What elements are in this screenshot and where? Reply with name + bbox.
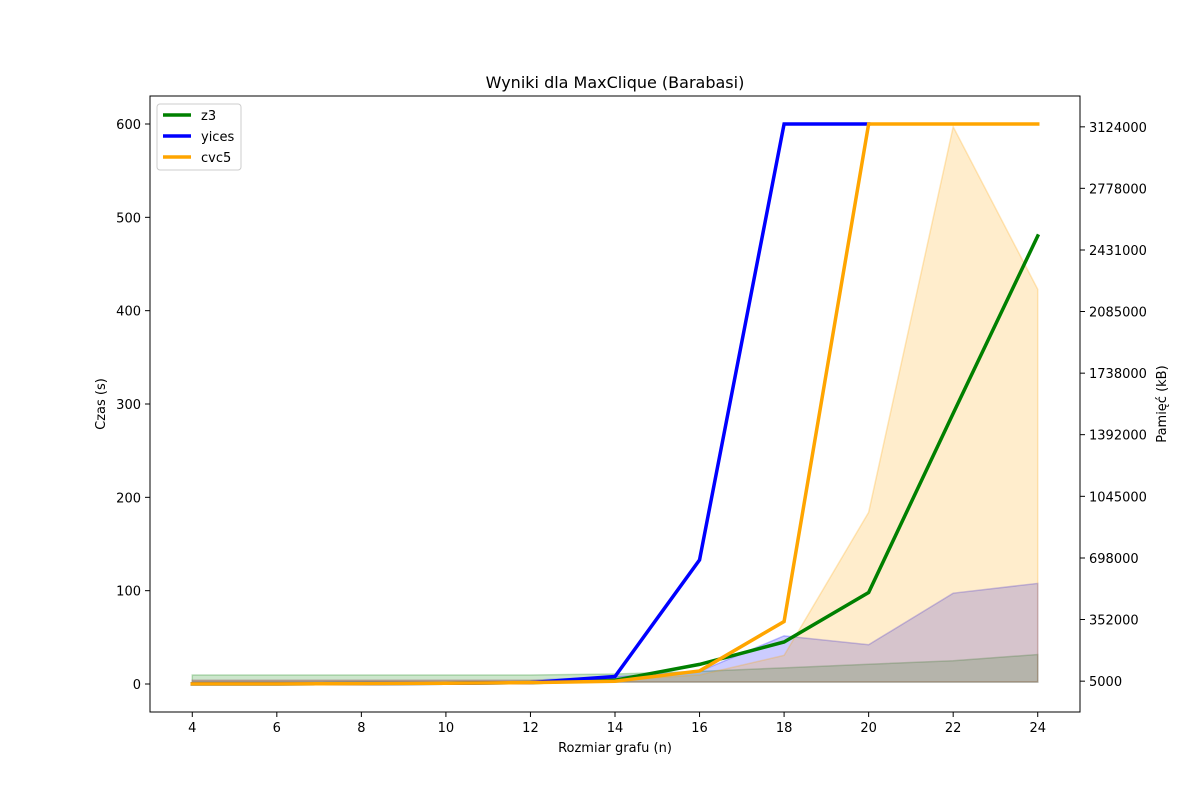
legend-label-z3: z3 [201, 109, 216, 124]
x-tick-label: 8 [357, 721, 365, 736]
chart-title: Wyniki dla MaxClique (Barabasi) [486, 73, 745, 92]
y-axis-right-label: Pamięć (kB) [1155, 365, 1170, 442]
y2-tick-label: 1045000 [1089, 490, 1147, 505]
y2-tick-label: 3124000 [1089, 121, 1147, 136]
y2-tick-label: 1738000 [1089, 367, 1147, 382]
y-axis-right-ticks: 5000 352000 698000 1045000 1392000 1738000 208… [1080, 121, 1147, 690]
y-tick-label: 100 [116, 585, 141, 600]
y2-tick-label: 2085000 [1089, 305, 1147, 320]
y-axis-left-ticks: 0 100 200 300 400 500 600 [116, 118, 150, 693]
memory-fill-cvc5 [191, 124, 1039, 683]
y2-tick-label: 698000 [1089, 552, 1139, 567]
series-line-yices [190, 122, 871, 686]
y2-tick-label: 2778000 [1089, 182, 1147, 197]
x-axis-label: Rozmiar grafu (n) [558, 741, 672, 756]
x-tick-label: 10 [438, 721, 455, 736]
y-tick-label: 500 [116, 211, 141, 226]
y2-tick-label: 5000 [1089, 675, 1122, 690]
y-axis-left-label: Czas (s) [94, 378, 109, 430]
x-tick-label: 16 [691, 721, 708, 736]
x-tick-label: 12 [522, 721, 539, 736]
legend-label-cvc5: cvc5 [201, 151, 231, 166]
y2-tick-label: 352000 [1089, 613, 1139, 628]
y-tick-label: 600 [116, 118, 141, 133]
y-tick-label: 300 [116, 398, 141, 413]
x-tick-label: 14 [607, 721, 624, 736]
memory-fill-layer [191, 124, 1039, 683]
x-tick-label: 18 [776, 721, 793, 736]
x-tick-label: 20 [860, 721, 877, 736]
y2-tick-label: 1392000 [1089, 429, 1147, 444]
x-axis-ticks: 4 6 8 10 12 14 16 18 20 22 24 [188, 712, 1046, 736]
time-lines-layer [190, 122, 1041, 686]
y-tick-label: 200 [116, 491, 141, 506]
legend: z3 yices cvc5 [156, 103, 242, 171]
legend-box [156, 103, 242, 171]
y2-tick-label: 2431000 [1089, 244, 1147, 259]
x-tick-label: 22 [945, 721, 962, 736]
y-tick-label: 0 [133, 678, 141, 693]
legend-label-yices: yices [201, 130, 234, 145]
series-line-cvc5 [190, 122, 1040, 686]
y-tick-label: 400 [116, 305, 141, 320]
x-tick-label: 4 [188, 721, 196, 736]
x-tick-label: 6 [273, 721, 281, 736]
x-tick-label: 24 [1029, 721, 1046, 736]
